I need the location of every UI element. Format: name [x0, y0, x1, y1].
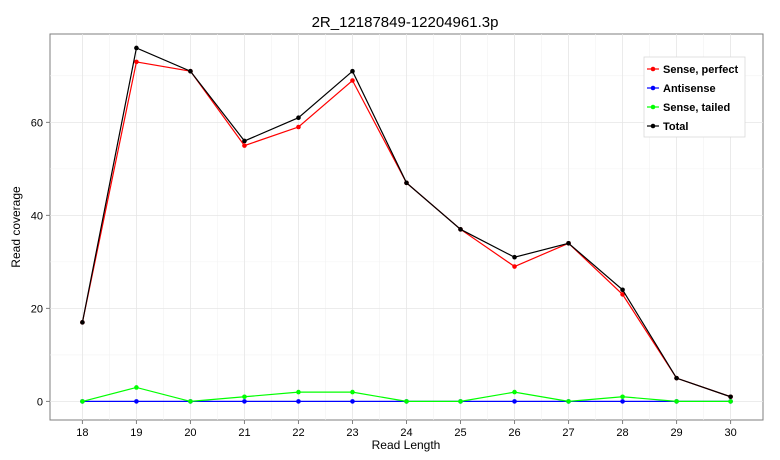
data-point: [296, 124, 301, 130]
data-point: [134, 59, 139, 65]
data-point: [80, 320, 85, 325]
legend-swatch-point: [650, 66, 656, 72]
data-point: [566, 240, 571, 246]
x-tick-label: 22: [292, 427, 304, 439]
data-point: [134, 385, 139, 390]
data-point: [512, 254, 517, 260]
data-point: [350, 78, 355, 83]
data-point: [134, 399, 139, 404]
x-tick-label: 25: [454, 427, 466, 439]
data-point: [512, 264, 517, 269]
x-tick-label: 19: [130, 427, 142, 439]
legend-item: Antisense: [647, 83, 716, 95]
legend-item: Sense, tailed: [647, 102, 730, 114]
data-point: [134, 45, 139, 51]
data-point: [620, 394, 625, 400]
data-point: [296, 399, 301, 404]
legend-label: Sense, perfect: [663, 64, 739, 76]
data-point: [80, 399, 85, 404]
data-point: [566, 399, 571, 404]
series-sense-tailed: [80, 385, 733, 404]
x-axis-label: Read Length: [372, 438, 441, 452]
data-point: [620, 292, 625, 297]
data-point: [350, 399, 355, 404]
x-tick-label: 23: [346, 427, 358, 439]
data-point: [296, 115, 301, 121]
data-point: [674, 399, 679, 404]
data-point: [512, 389, 517, 395]
data-point: [458, 227, 463, 232]
x-axis: 18 19 20 21 22 23 24 25 26 27 28 29 30: [76, 420, 737, 439]
data-point: [350, 68, 355, 74]
legend-label: Antisense: [663, 83, 716, 95]
x-tick-label: 20: [184, 427, 196, 439]
data-point: [620, 287, 625, 293]
y-tick-label: 60: [31, 117, 43, 129]
data-point: [404, 399, 409, 404]
data-point: [728, 394, 733, 400]
series-layer: [80, 45, 733, 404]
x-tick-label: 29: [670, 427, 682, 439]
data-point: [242, 399, 247, 404]
data-point: [188, 399, 193, 404]
y-tick-label: 0: [37, 396, 43, 408]
data-point: [242, 143, 247, 148]
x-tick-label: 26: [508, 427, 520, 439]
x-tick-label: 21: [238, 427, 250, 439]
legend-box: [643, 56, 746, 138]
grid-minor: [50, 34, 763, 420]
data-point: [296, 389, 301, 395]
chart-title: 2R_12187849-12204961.3p: [312, 14, 499, 31]
data-point: [512, 399, 517, 404]
y-tick-label: 40: [31, 210, 43, 222]
data-point: [728, 399, 733, 404]
legend-item: Total: [647, 121, 688, 133]
y-axis-label: Read coverage: [9, 186, 23, 268]
x-tick-label: 30: [724, 427, 736, 439]
legend-label: Total: [663, 121, 688, 133]
data-point: [458, 399, 463, 404]
data-point: [620, 399, 625, 404]
legend-label: Sense, tailed: [663, 102, 730, 114]
y-axis: 0 20 40 60: [31, 117, 50, 408]
legend-swatch-point: [650, 85, 656, 91]
data-point: [242, 394, 247, 400]
data-point: [242, 138, 247, 144]
legend-swatch-point: [650, 104, 656, 110]
legend-swatch-point: [650, 123, 656, 129]
x-tick-label: 24: [400, 427, 412, 439]
x-tick-label: 18: [76, 427, 88, 439]
x-tick-label: 27: [562, 427, 574, 439]
y-tick-label: 20: [31, 303, 43, 315]
legend-item: Sense, perfect: [647, 64, 739, 76]
x-tick-label: 28: [616, 427, 628, 439]
data-point: [188, 68, 193, 74]
data-point: [674, 375, 679, 381]
data-point: [404, 180, 409, 186]
legend: Sense, perfect Antisense Sense, tailed Tota…: [643, 56, 746, 138]
series-total: [80, 45, 733, 400]
data-point: [350, 389, 355, 395]
